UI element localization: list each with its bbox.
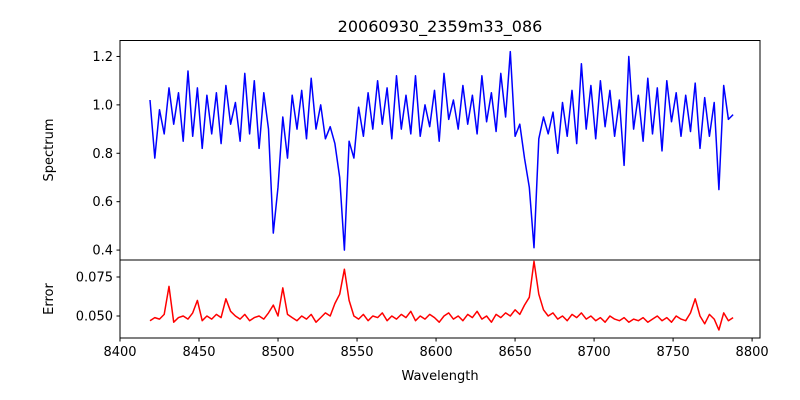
spectrum-ytick-label: 1.2 bbox=[92, 50, 113, 65]
spectrum-series-line bbox=[149, 50, 734, 251]
error-series-line bbox=[149, 260, 734, 331]
error-xtick-label: 8650 bbox=[499, 345, 532, 360]
spectrum-ytick-label: 1.0 bbox=[92, 98, 113, 113]
error-xtick-label: 8600 bbox=[420, 345, 453, 360]
error-xtick-label: 8400 bbox=[103, 345, 136, 360]
error-ytick-label: 0.075 bbox=[76, 271, 113, 286]
x-axis-label: Wavelength bbox=[401, 369, 478, 384]
error-ytick-label: 0.050 bbox=[76, 310, 113, 325]
error-xtick-label: 8800 bbox=[736, 345, 769, 360]
spectrum-ytick-label: 0.4 bbox=[92, 244, 113, 259]
y-axis-label-spectrum: Spectrum bbox=[42, 119, 57, 182]
spectrum-ytick-label: 0.8 bbox=[92, 147, 113, 162]
spectrum-ytick-label: 0.6 bbox=[92, 195, 113, 210]
error-xtick-label: 8700 bbox=[578, 345, 611, 360]
y-axis-label-error: Error bbox=[42, 283, 57, 315]
error-xtick-label: 8550 bbox=[340, 345, 373, 360]
error-xtick-label: 8500 bbox=[261, 345, 294, 360]
error-axes: 0.050 0.075 8400 8450 8500 8550 8600 8650 8700 87… bbox=[76, 259, 769, 360]
error-xtick-label: 8750 bbox=[657, 345, 690, 360]
error-xtick-label: 8450 bbox=[182, 345, 215, 360]
chart-title: 20060930_2359m33_086 bbox=[338, 17, 543, 37]
error-axes-frame bbox=[119, 259, 761, 339]
